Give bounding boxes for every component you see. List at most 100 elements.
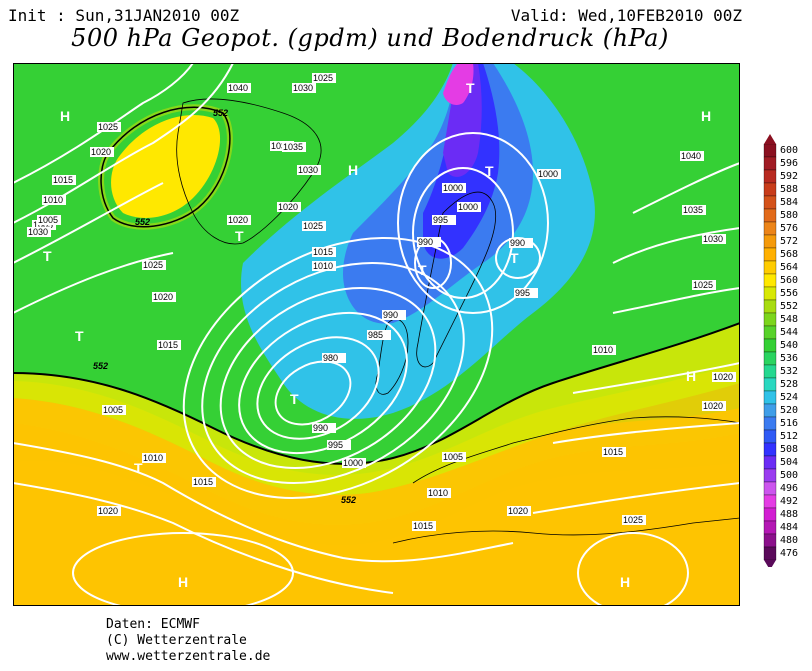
isobar-label-bg bbox=[37, 215, 61, 225]
isobar-label-bg bbox=[702, 401, 726, 411]
scale-label: 540 bbox=[780, 340, 798, 351]
isobar-label-bg bbox=[302, 221, 326, 231]
scale-label: 580 bbox=[780, 210, 798, 221]
color-scale: 600 596 592 588 584 580 576 572 568 564 560 556 552 5… bbox=[763, 134, 798, 567]
isobar-label: 1035 bbox=[283, 142, 303, 152]
weather-map: 1025 1040 1030 1035 1005 1025 1020 1015 1010 1030… bbox=[13, 63, 740, 606]
scale-label: 524 bbox=[780, 392, 798, 403]
scale-label: 520 bbox=[780, 405, 798, 416]
low-center-label: T bbox=[418, 262, 427, 278]
isobar-label-bg bbox=[602, 447, 626, 457]
isobar-label-bg bbox=[537, 169, 561, 179]
field-556 bbox=[13, 323, 740, 495]
isobar-label: 1000 bbox=[458, 202, 478, 212]
isobar-label-bg bbox=[622, 515, 646, 525]
isobar-label-bg bbox=[327, 440, 351, 450]
isobar-label: 1025 bbox=[143, 260, 163, 270]
high-center-label: H bbox=[701, 108, 711, 124]
scale-swatch bbox=[763, 507, 777, 522]
isobar-label: 1030 bbox=[28, 227, 48, 237]
scale-swatch bbox=[763, 377, 777, 392]
scale-label: 508 bbox=[780, 444, 798, 455]
scale-label: 480 bbox=[780, 535, 798, 546]
contour-label: 552 bbox=[341, 495, 356, 505]
scale-label: 532 bbox=[780, 366, 798, 377]
isobar-label-bg bbox=[432, 215, 456, 225]
high-center-label: H bbox=[60, 108, 70, 124]
low-center-label: T bbox=[485, 163, 494, 179]
isobar-label: 1005 bbox=[103, 405, 123, 415]
isobar-label: 1030 bbox=[293, 83, 313, 93]
scale-swatch bbox=[763, 429, 777, 444]
isobar-label-bg bbox=[509, 238, 533, 248]
field-greenland-high bbox=[111, 114, 221, 218]
isobar-label: 980 bbox=[323, 353, 338, 363]
isobar-label-bg bbox=[142, 260, 166, 270]
isobar-label: 1025 bbox=[693, 280, 713, 290]
isobar-label: 1025 bbox=[623, 515, 643, 525]
scale-swatch bbox=[763, 247, 777, 262]
scale-swatch bbox=[763, 364, 777, 379]
scale-swatch bbox=[763, 533, 777, 548]
contour-label: 552 bbox=[93, 361, 108, 371]
contour-552-greenland bbox=[100, 106, 231, 228]
isobar-label: 1020 bbox=[508, 506, 528, 516]
scale-swatch bbox=[763, 182, 777, 197]
isobar-label: 995 bbox=[433, 215, 448, 225]
field-500 bbox=[443, 63, 482, 177]
isobar-label-bg bbox=[702, 234, 726, 244]
scale-label: 576 bbox=[780, 223, 798, 234]
isobar-label-bg bbox=[312, 423, 336, 433]
isobar-label-bg bbox=[157, 340, 181, 350]
isobar-label: 1020 bbox=[713, 372, 733, 382]
pressure-centers: H H H H H H T T T T T T T T T bbox=[43, 80, 711, 590]
isobar-label-bg bbox=[312, 73, 336, 83]
isobar-label-bg bbox=[322, 353, 346, 363]
isobar-label: 1020 bbox=[278, 202, 298, 212]
scale-swatch bbox=[763, 260, 777, 275]
scale-swatch bbox=[763, 494, 777, 509]
isobar-label: 1025 bbox=[98, 122, 118, 132]
low-center-label: T bbox=[290, 391, 299, 407]
isobar-label: 1025 bbox=[313, 73, 333, 83]
scale-label: 516 bbox=[780, 418, 798, 429]
isobar-label-bg bbox=[514, 288, 538, 298]
footer-url[interactable]: www.wetterzentrale.de bbox=[106, 649, 271, 664]
isobar-labels: 1025 1040 1030 1035 1005 1025 1020 1015 1010 1030… bbox=[27, 73, 736, 531]
isobar-label-bg bbox=[227, 215, 251, 225]
scale-label: 528 bbox=[780, 379, 798, 390]
isobar-label: 1010 bbox=[143, 453, 163, 463]
coastline-africa bbox=[392, 517, 740, 544]
coastline-greenland bbox=[176, 98, 322, 245]
isobar-label: 995 bbox=[328, 440, 343, 450]
isobar-label-bg bbox=[27, 227, 51, 237]
scale-label: 560 bbox=[780, 275, 798, 286]
field-492 bbox=[443, 63, 474, 105]
contour-label: 552 bbox=[135, 217, 150, 227]
scale-swatch bbox=[763, 468, 777, 483]
isobar-label-bg bbox=[152, 292, 176, 302]
isobar-label: 1040 bbox=[228, 83, 248, 93]
scale-swatch bbox=[763, 143, 777, 158]
footer-copyright: (C) Wetterzentrale bbox=[106, 633, 247, 648]
isobar-label-bg bbox=[227, 83, 251, 93]
isobar-label-bg bbox=[142, 453, 166, 463]
scale-label: 484 bbox=[780, 522, 798, 533]
low-center-label: T bbox=[466, 80, 475, 96]
scale-swatch bbox=[763, 390, 777, 405]
scale-label: 596 bbox=[780, 158, 798, 169]
scale-swatch bbox=[763, 442, 777, 457]
isobar-label: 1020 bbox=[228, 215, 248, 225]
isobar-label-bg bbox=[382, 310, 406, 320]
isobar-label-bg bbox=[442, 183, 466, 193]
isobar-label: 1025 bbox=[303, 221, 323, 231]
low-center-label: T bbox=[43, 248, 52, 264]
isobar-label: 1005 bbox=[38, 215, 58, 225]
scale-label: 500 bbox=[780, 470, 798, 481]
scale-label: 492 bbox=[780, 496, 798, 507]
isobar-label: 1020 bbox=[703, 401, 723, 411]
scale-label: 592 bbox=[780, 171, 798, 182]
footer-credits: Daten: ECMWF (C) Wetterzentrale www.wett… bbox=[106, 617, 270, 665]
isobar-label-bg bbox=[507, 506, 531, 516]
scale-swatch bbox=[763, 273, 777, 288]
